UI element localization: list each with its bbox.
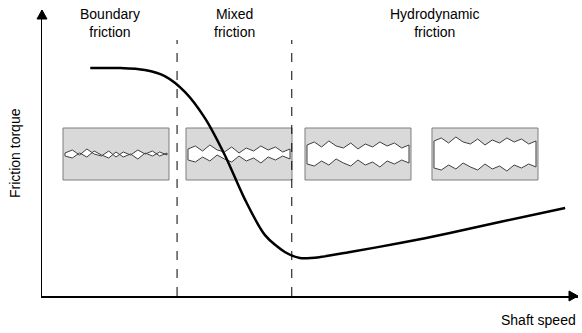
svg-text:Boundaryfriction: Boundaryfriction — [80, 6, 140, 40]
svg-text:Friction torque: Friction torque — [7, 108, 23, 198]
svg-text:Shaft speed: Shaft speed — [501, 312, 576, 328]
svg-text:Mixedfriction: Mixedfriction — [214, 6, 255, 40]
svg-text:Hydrodynamicfriction: Hydrodynamicfriction — [390, 6, 479, 40]
